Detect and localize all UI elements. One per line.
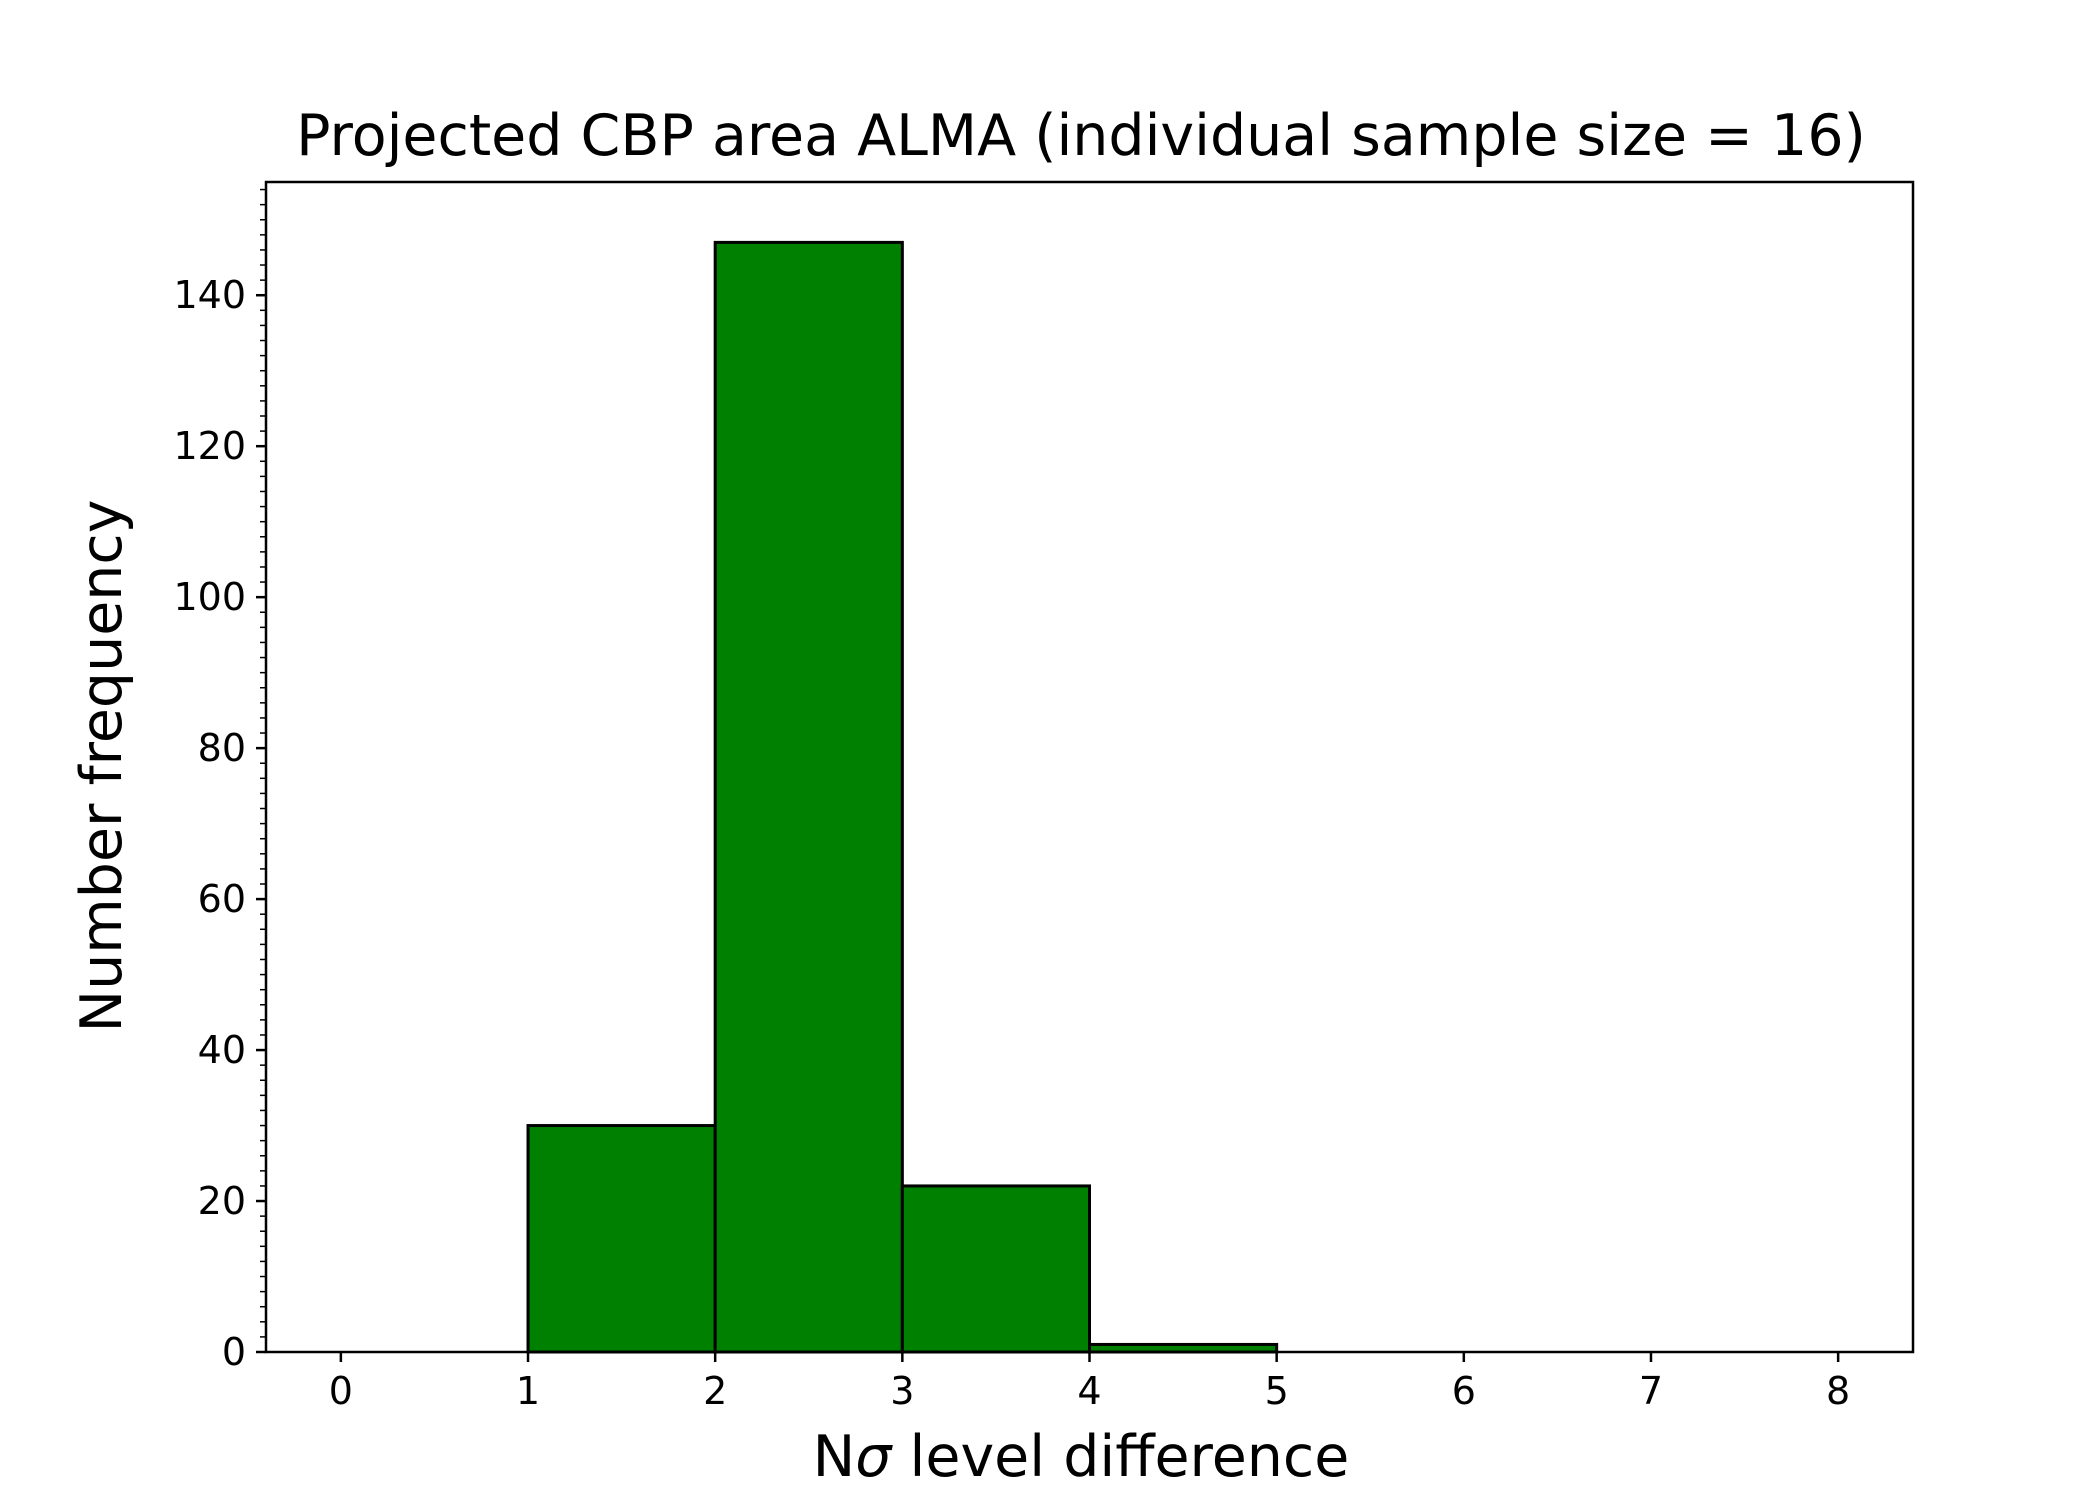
x-tick-label: 2 bbox=[703, 1369, 727, 1413]
plot-frame bbox=[264, 180, 1915, 1354]
y-axis-label: Number frequency bbox=[69, 500, 135, 1033]
y-tick-label: 20 bbox=[198, 1179, 246, 1223]
x-tick-label: 6 bbox=[1452, 1369, 1476, 1413]
y-tick-label: 120 bbox=[173, 424, 246, 468]
x-tick-label: 3 bbox=[890, 1369, 914, 1413]
x-axis-label-suffix: level difference bbox=[891, 1424, 1349, 1490]
chart-title: Projected CBP area ALMA (individual samp… bbox=[296, 103, 1866, 169]
x-tick-label: 4 bbox=[1077, 1369, 1101, 1413]
x-axis-ticks: 0 1 2 3 4 5 6 7 8 bbox=[329, 1352, 1850, 1413]
x-tick-label: 5 bbox=[1265, 1369, 1289, 1413]
y-tick-label: 60 bbox=[198, 877, 246, 921]
x-axis-label: Nσ level difference bbox=[813, 1424, 1350, 1490]
x-axis-label-sigma: σ bbox=[855, 1424, 893, 1490]
y-tick-label: 100 bbox=[173, 575, 246, 619]
x-tick-label: 7 bbox=[1639, 1369, 1663, 1413]
y-tick-label: 140 bbox=[173, 273, 246, 317]
x-tick-label: 0 bbox=[329, 1369, 353, 1413]
histogram-bar bbox=[900, 1184, 1091, 1354]
histogram-bar bbox=[526, 1124, 717, 1354]
y-tick-label: 40 bbox=[198, 1028, 246, 1072]
bars-layer bbox=[526, 240, 1279, 1354]
y-tick-label: 80 bbox=[198, 726, 246, 770]
histogram-bar bbox=[713, 240, 904, 1354]
x-tick-label: 8 bbox=[1826, 1369, 1850, 1413]
y-tick-label: 0 bbox=[222, 1330, 246, 1374]
x-axis-label-prefix: N bbox=[813, 1424, 856, 1490]
x-tick-label: 1 bbox=[516, 1369, 540, 1413]
y-axis-ticks: 0 20 40 60 80 100 120 140 bbox=[173, 188, 266, 1374]
